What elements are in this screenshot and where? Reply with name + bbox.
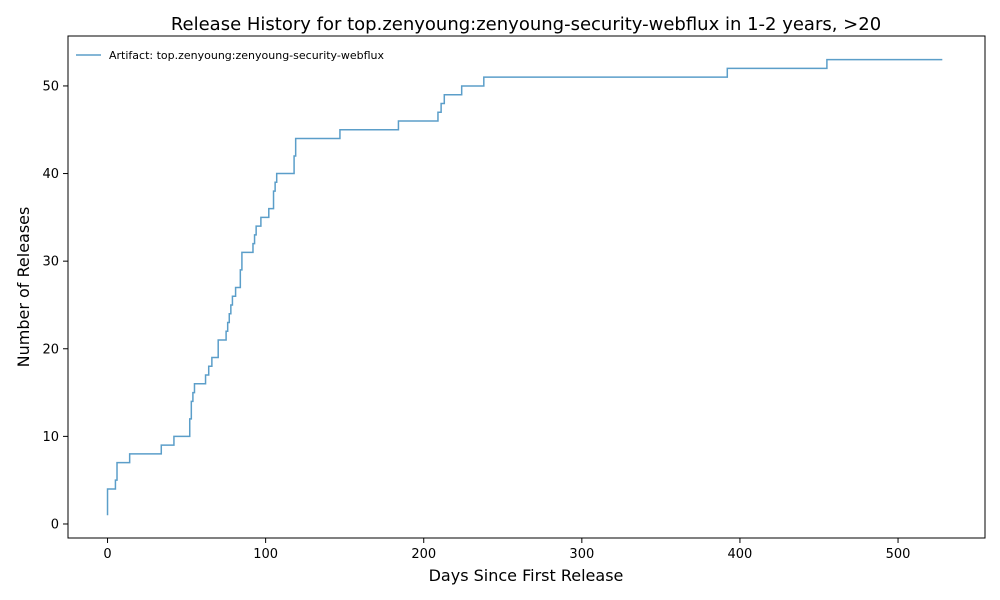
y-tick-label: 20 (42, 342, 59, 357)
y-axis: 0 10 20 30 40 50 (42, 79, 68, 532)
series-step-line (106, 58, 943, 516)
x-tick-label: 500 (886, 547, 911, 562)
y-tick-label: 50 (42, 79, 59, 94)
x-tick-label: 100 (253, 547, 278, 562)
y-axis-label: Number of Releases (14, 207, 33, 368)
y-tick-label: 10 (42, 430, 59, 445)
legend-entry: Artifact: top.zenyoung:zenyoung-security… (109, 49, 384, 62)
x-tick-label: 400 (728, 547, 753, 562)
plot-area-frame (67, 35, 986, 539)
x-tick-label: 300 (569, 547, 594, 562)
x-axis-label: Days Since First Release (429, 566, 624, 585)
chart-title: Release History for top.zenyoung:zenyoun… (171, 14, 881, 35)
y-tick-label: 40 (42, 167, 59, 182)
y-tick-label: 0 (51, 517, 59, 532)
x-tick-label: 200 (411, 547, 436, 562)
x-axis: 0 100 200 300 400 500 (103, 538, 910, 562)
legend: Artifact: top.zenyoung:zenyoung-security… (76, 49, 384, 62)
y-tick-label: 30 (42, 255, 59, 270)
x-tick-label: 0 (103, 547, 111, 562)
